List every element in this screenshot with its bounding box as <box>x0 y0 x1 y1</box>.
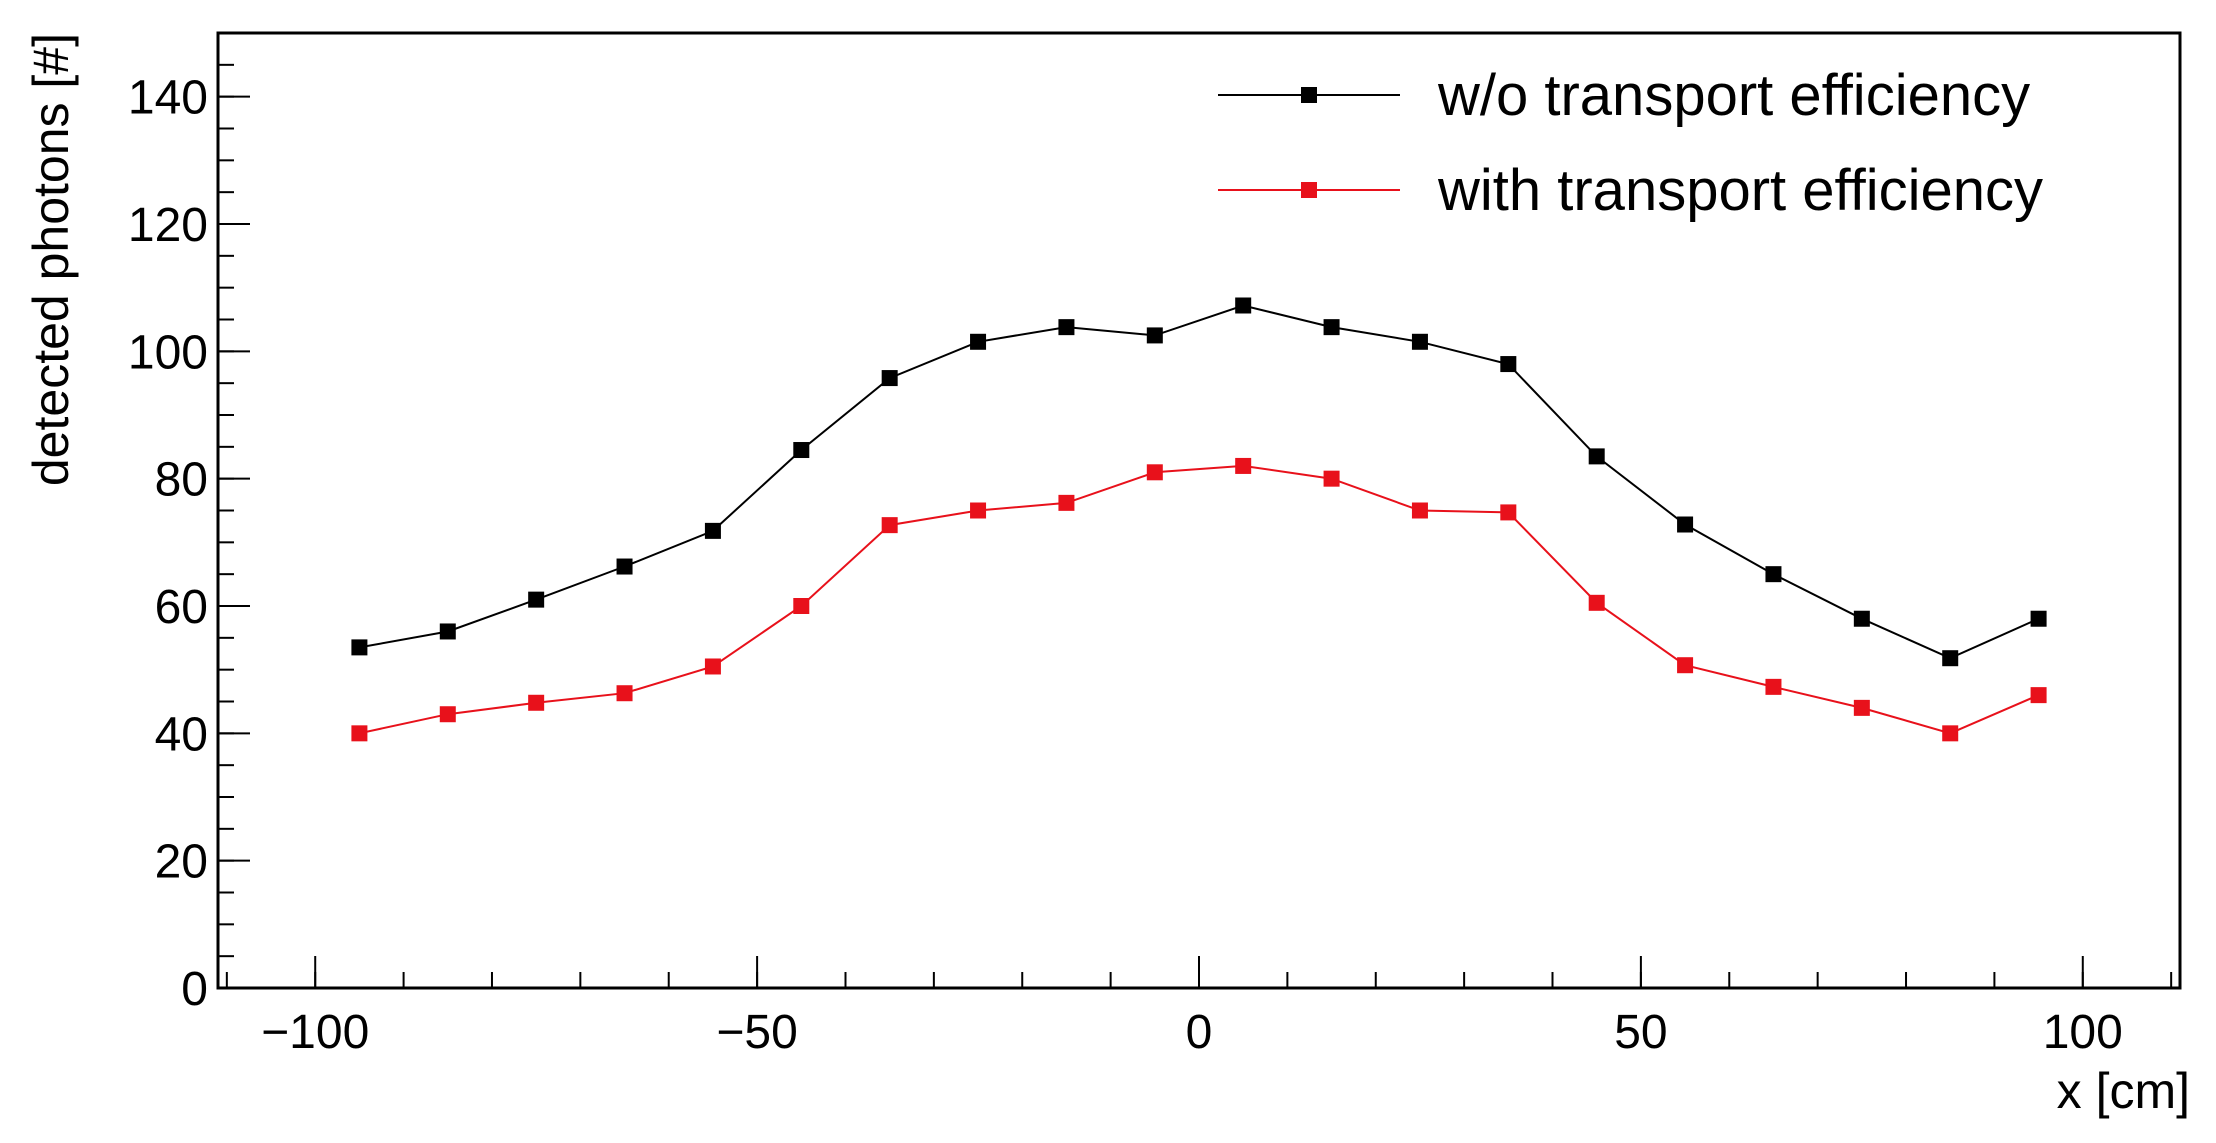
data-point-series-2 <box>970 502 987 519</box>
data-point-series-1 <box>793 442 810 459</box>
data-point-series-2 <box>616 685 633 702</box>
data-point-series-1 <box>1942 650 1959 667</box>
series-line-1 <box>359 304 2040 660</box>
data-point-series-2 <box>1765 678 1782 695</box>
data-point-series-1 <box>1853 610 1870 627</box>
data-point-series-2 <box>1500 504 1517 521</box>
data-point-series-2 <box>1058 494 1075 511</box>
data-point-series-1 <box>881 370 898 387</box>
data-point-series-2 <box>704 658 721 675</box>
data-point-series-1 <box>439 623 456 640</box>
y-tick-label: 20 <box>155 836 208 889</box>
data-point-series-2 <box>1323 470 1340 487</box>
y-tick-label: 140 <box>128 72 208 125</box>
series-line-2 <box>359 464 2039 735</box>
data-point-series-1 <box>704 522 721 539</box>
y-tick-label: 40 <box>155 708 208 761</box>
data-point-series-2 <box>1146 464 1163 481</box>
y-tick-label: 100 <box>128 326 208 379</box>
data-point-series-1 <box>1235 297 1252 314</box>
data-point-series-1 <box>1058 319 1075 336</box>
data-point-series-1 <box>970 333 987 350</box>
x-tick-label: 50 <box>1614 1006 1667 1059</box>
data-point-series-1 <box>1411 333 1428 350</box>
data-point-series-2 <box>1677 657 1694 674</box>
data-point-series-1 <box>351 639 368 656</box>
data-point-series-2 <box>1942 725 1959 742</box>
y-tick-label: 0 <box>181 963 208 1016</box>
data-point-series-2 <box>351 725 368 742</box>
axis-ticks: −100 −50 0 50 100 0 20 40 60 80 100 120 140 <box>128 32 2173 1059</box>
data-point-series-1 <box>1146 327 1163 344</box>
x-tick-label: −50 <box>716 1006 797 1059</box>
x-axis-title: x [cm] <box>2057 1063 2190 1119</box>
legend-label-series-1: w/o transport efficiency <box>1437 63 2030 128</box>
data-point-series-1 <box>1500 356 1517 373</box>
x-tick-label: 100 <box>2043 1006 2123 1059</box>
data-point-series-1 <box>616 558 633 575</box>
data-point-series-2 <box>528 694 545 711</box>
legend-marker-series-1 <box>1301 87 1317 103</box>
data-point-series-2 <box>1853 699 1870 716</box>
x-tick-label: −100 <box>261 1006 369 1059</box>
series-layer <box>351 297 2047 742</box>
legend-label-series-2: with transport efficiency <box>1437 158 2043 223</box>
data-point-series-2 <box>793 598 810 614</box>
data-point-series-1 <box>528 591 545 608</box>
data-point-series-1 <box>1765 566 1782 583</box>
x-tick-label: 0 <box>1186 1006 1213 1059</box>
data-point-series-2 <box>439 706 456 723</box>
legend: w/o transport efficiency with transport … <box>1218 63 2043 223</box>
y-tick-label: 80 <box>155 454 208 507</box>
data-point-series-2 <box>881 517 898 534</box>
data-point-series-2 <box>1411 502 1428 519</box>
data-point-series-2 <box>1588 594 1605 611</box>
data-point-series-2 <box>1235 457 1252 474</box>
y-tick-label: 60 <box>155 581 208 634</box>
y-axis-title: detected photons [#] <box>23 33 79 486</box>
data-point-series-1 <box>1588 448 1605 465</box>
y-tick-label: 120 <box>128 199 208 252</box>
data-point-series-2 <box>2030 687 2047 704</box>
legend-marker-series-2 <box>1301 182 1317 198</box>
data-point-series-1 <box>1323 319 1340 336</box>
data-point-series-1 <box>2030 610 2047 627</box>
data-point-series-1 <box>1677 516 1694 533</box>
